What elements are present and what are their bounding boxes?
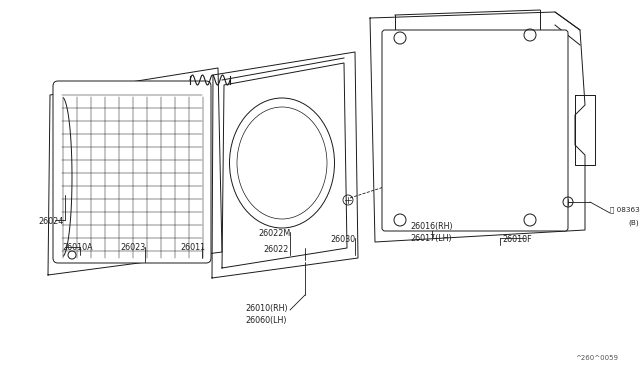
- Text: 26017(LH): 26017(LH): [410, 234, 452, 244]
- Text: 26024: 26024: [38, 218, 63, 227]
- Text: 26060(LH): 26060(LH): [245, 315, 287, 324]
- Text: 26016(RH): 26016(RH): [410, 222, 452, 231]
- Ellipse shape: [237, 107, 327, 219]
- FancyBboxPatch shape: [53, 81, 211, 263]
- FancyBboxPatch shape: [382, 30, 568, 231]
- Text: 26010A: 26010A: [62, 244, 93, 253]
- Text: 26030: 26030: [330, 234, 355, 244]
- Text: Ⓝ 08363-61638: Ⓝ 08363-61638: [610, 207, 640, 213]
- Text: 26022: 26022: [263, 244, 289, 253]
- Text: 26010F: 26010F: [502, 234, 532, 244]
- Text: 26010(RH): 26010(RH): [245, 304, 287, 312]
- Text: 26023: 26023: [120, 244, 145, 253]
- Ellipse shape: [230, 98, 335, 228]
- Text: ^260^0059: ^260^0059: [575, 355, 618, 361]
- Text: (B): (B): [628, 220, 639, 226]
- Text: 26011: 26011: [180, 244, 205, 253]
- Text: 26022M: 26022M: [258, 228, 291, 237]
